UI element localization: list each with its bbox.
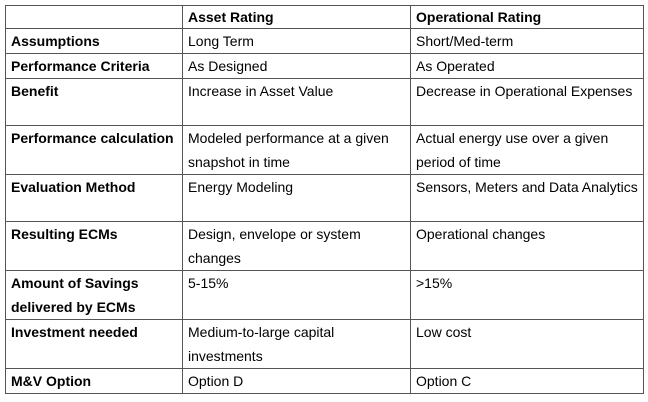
- asset-cell: Increase in Asset Value: [182, 78, 411, 126]
- header-asset-rating: Asset Rating: [182, 5, 411, 29]
- row-label: Amount of Savings delivered by ECMs: [5, 270, 183, 320]
- operational-cell: Sensors, Meters and Data Analytics: [410, 174, 644, 222]
- asset-cell: Energy Modeling: [182, 174, 411, 222]
- table-row: Resulting ECMs Design, envelope or syste…: [5, 221, 644, 271]
- header-operational-rating: Operational Rating: [410, 5, 644, 29]
- asset-cell: Design, envelope or system changes: [182, 221, 411, 271]
- operational-cell: Decrease in Operational Expenses: [410, 78, 644, 126]
- operational-cell: As Operated: [410, 53, 644, 79]
- asset-cell: Option D: [182, 368, 411, 394]
- table-header-row: Asset Rating Operational Rating: [5, 5, 644, 29]
- operational-cell: Operational changes: [410, 221, 644, 271]
- asset-cell: 5-15%: [182, 270, 411, 320]
- table-row: Benefit Increase in Asset Value Decrease…: [5, 78, 644, 126]
- row-label: Investment needed: [5, 319, 183, 369]
- operational-cell: Low cost: [410, 319, 644, 369]
- table-row: Assumptions Long Term Short/Med-term: [5, 28, 644, 54]
- row-label: Assumptions: [5, 28, 183, 54]
- table-row: Amount of Savings delivered by ECMs 5-15…: [5, 270, 644, 320]
- operational-cell: Option C: [410, 368, 644, 394]
- table-row: Investment needed Medium-to-large capita…: [5, 319, 644, 369]
- row-label: Performance calculation: [5, 125, 183, 175]
- header-cell-empty: [5, 5, 183, 29]
- row-label: M&V Option: [5, 368, 183, 394]
- operational-cell: >15%: [410, 270, 644, 320]
- row-label: Evaluation Method: [5, 174, 183, 222]
- operational-cell: Actual energy use over a given period of…: [410, 125, 644, 175]
- asset-cell: Medium-to-large capital investments: [182, 319, 411, 369]
- rating-comparison-table: Asset Rating Operational Rating Assumpti…: [5, 5, 644, 394]
- operational-cell: Short/Med-term: [410, 28, 644, 54]
- table-row: Performance calculation Modeled performa…: [5, 125, 644, 175]
- asset-cell: Long Term: [182, 28, 411, 54]
- asset-cell: Modeled performance at a given snapshot …: [182, 125, 411, 175]
- comparison-table-container: Asset Rating Operational Rating Assumpti…: [5, 5, 644, 394]
- row-label: Resulting ECMs: [5, 221, 183, 271]
- row-label: Performance Criteria: [5, 53, 183, 79]
- asset-cell: As Designed: [182, 53, 411, 79]
- row-label: Benefit: [5, 78, 183, 126]
- table-row: Evaluation Method Energy Modeling Sensor…: [5, 174, 644, 222]
- table-row: Performance Criteria As Designed As Oper…: [5, 53, 644, 79]
- table-row: M&V Option Option D Option C: [5, 368, 644, 394]
